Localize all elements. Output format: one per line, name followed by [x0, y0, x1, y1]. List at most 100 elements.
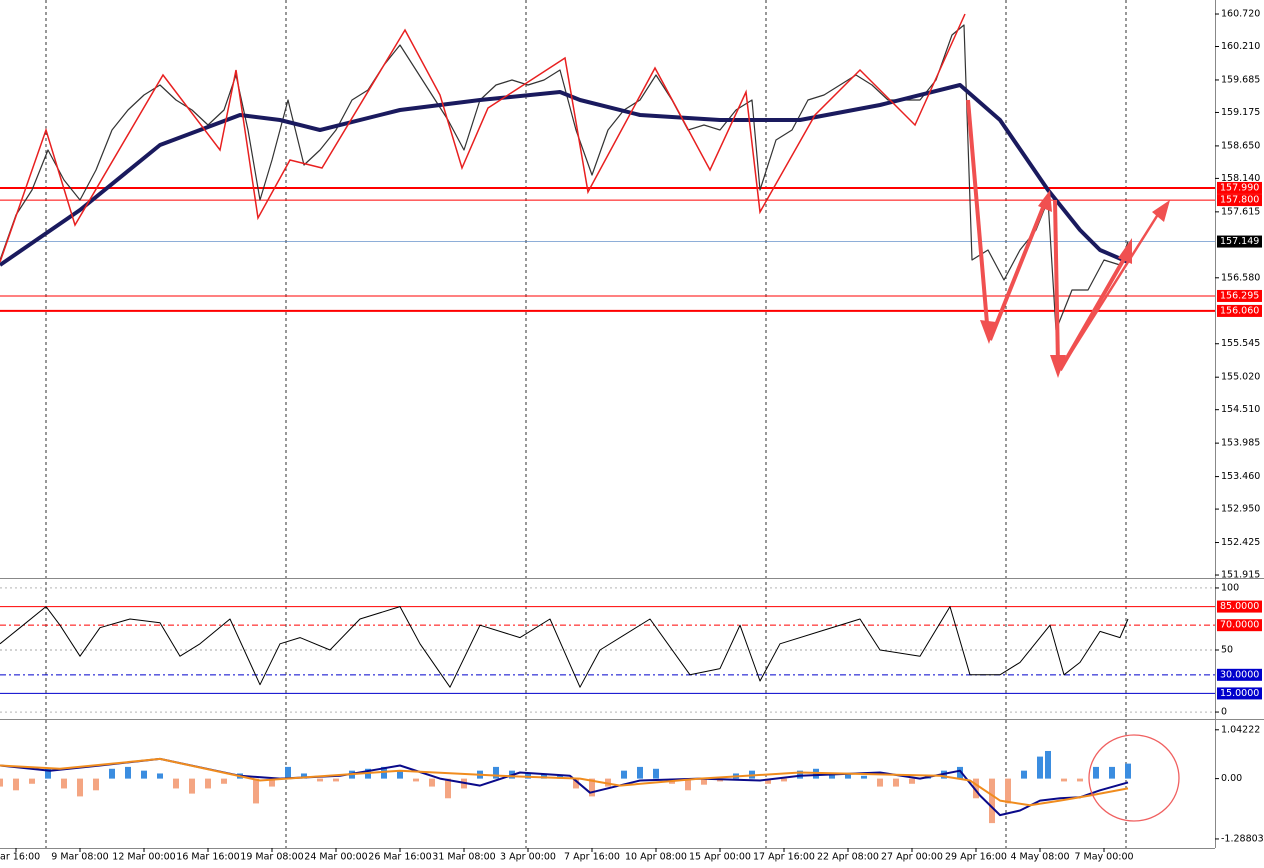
x-tick-label: 4 May 08:00 [1010, 852, 1069, 863]
y-tick-label: 160.720 [1221, 9, 1260, 20]
histogram-bar [1045, 750, 1051, 779]
series-line [0, 606, 1129, 688]
series-line [0, 757, 1129, 807]
zigzag [0, 13, 966, 263]
histogram-bar [93, 778, 99, 791]
arrow-head [980, 320, 996, 344]
histogram-bar [1061, 778, 1067, 782]
x-tick-label: 7 Apr 16:00 [564, 852, 620, 863]
histogram-bar [973, 778, 979, 799]
histogram-bar [1005, 778, 1011, 804]
x-tick-label: 7 May 00:00 [1074, 852, 1133, 863]
x-tick-label: 29 Apr 16:00 [945, 852, 1007, 863]
x-tick-label: 15 Apr 00:00 [689, 852, 751, 863]
histogram-bar [957, 766, 963, 779]
x-tick-label: 17 Apr 16:00 [753, 852, 815, 863]
y-tick-label: 156.580 [1221, 272, 1260, 283]
histogram-bar [125, 766, 131, 779]
histogram-bar [61, 778, 67, 789]
level-label-box [1217, 289, 1262, 302]
histogram-bar [221, 778, 227, 784]
histogram-bar [1125, 763, 1131, 779]
x-tick-label: 9 Mar 08:00 [51, 852, 108, 863]
arrow-head [1038, 190, 1052, 212]
x-tick-label: 3 Apr 00:00 [500, 852, 556, 863]
histogram-bar [157, 773, 163, 779]
histogram-bar [909, 778, 915, 784]
level-label-box [1217, 600, 1262, 613]
level-label-box [1217, 181, 1262, 194]
arrows [966, 99, 1164, 371]
histogram-bar [253, 778, 259, 804]
x-tick-label: 19 Mar 08:00 [240, 852, 303, 863]
histogram-bar [285, 766, 291, 779]
arrow [1053, 199, 1060, 366]
x-tick-label: 12 Mar 00:00 [112, 852, 175, 863]
x-tick-label: 22 Apr 08:00 [817, 852, 879, 863]
level-label: 85.0000 [1220, 601, 1259, 612]
arrow-head [1118, 238, 1132, 264]
histogram-bar [317, 778, 323, 782]
histogram-bar [829, 772, 835, 779]
histogram-bar [45, 768, 51, 779]
y-tick-label: 50 [1221, 644, 1233, 655]
arrow [988, 199, 1048, 341]
histogram-bar [29, 778, 35, 784]
histogram-bar [781, 778, 787, 782]
histogram-bar [173, 778, 179, 789]
histogram-bar [621, 770, 627, 779]
x-tick-label: 24 Mar 00:00 [304, 852, 367, 863]
histogram-bar [445, 778, 451, 799]
y-tick-label: 159.685 [1221, 74, 1260, 85]
histogram-bar [573, 778, 579, 789]
level-label-box [1217, 194, 1262, 207]
arrow-head [1152, 200, 1170, 222]
level-label-box [1217, 668, 1262, 681]
histogram-bar [1077, 778, 1083, 782]
y-tick-label: 157.615 [1221, 206, 1260, 217]
histogram-bar [845, 773, 851, 779]
histogram-bar [653, 768, 659, 779]
arrow-head [1050, 355, 1066, 378]
level-label: 156.295 [1220, 290, 1259, 301]
histogram-bar [541, 773, 547, 779]
histogram-bar [205, 778, 211, 789]
y-tick-label: 151.915 [1221, 570, 1260, 581]
histogram-bar [589, 778, 595, 797]
histogram-bar [877, 778, 883, 787]
histogram-bar [413, 778, 419, 782]
level-label: 157.990 [1220, 182, 1259, 193]
histogram-bar [13, 778, 19, 791]
histogram-bar [1109, 766, 1115, 779]
annotations [0, 13, 1180, 822]
level-label-box [1217, 235, 1262, 248]
histogram-bar [797, 770, 803, 779]
histogram-bar [493, 766, 499, 779]
series-line [0, 24, 1129, 331]
histogram-bar [685, 778, 691, 791]
y-tick-label: 153.985 [1221, 438, 1260, 449]
y-tick-label: 158.650 [1221, 140, 1260, 151]
histogram-bar [189, 778, 195, 794]
histogram-bar [141, 770, 147, 779]
histogram-bar [77, 778, 83, 797]
y-tick-label: 155.020 [1221, 372, 1260, 383]
histogram-bar [861, 775, 867, 779]
level-label: 15.0000 [1220, 688, 1259, 699]
histogram-bar [1021, 770, 1027, 779]
level-label: 157.149 [1220, 236, 1259, 247]
y-tick-label: 158.140 [1221, 173, 1260, 184]
plot-layers: 160.720 160.210 159.685 159.175 158.650 158.1… [0, 9, 1264, 863]
arrow [966, 99, 990, 336]
x-tick-label: 10 Apr 08:00 [625, 852, 687, 863]
x-tick-label: 31 Mar 08:00 [432, 852, 495, 863]
arrow [1058, 207, 1164, 371]
series-line [0, 83, 1129, 267]
y-tick-label: 0 [1221, 707, 1227, 718]
x-tick-label: 27 Apr 00:00 [881, 852, 943, 863]
level-label: 30.0000 [1220, 669, 1259, 680]
y-tick-label: 153.460 [1221, 471, 1260, 482]
histogram-bar [701, 778, 707, 785]
